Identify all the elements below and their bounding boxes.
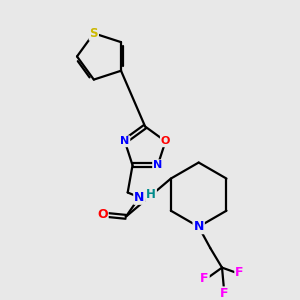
Text: H: H [146,188,156,201]
Text: N: N [194,220,204,233]
Text: N: N [134,191,145,204]
Text: O: O [161,136,170,146]
Text: F: F [235,266,244,279]
Text: N: N [120,136,129,146]
Text: F: F [200,272,209,285]
Text: O: O [97,208,108,221]
Text: N: N [153,160,162,170]
Text: S: S [90,27,98,40]
Text: F: F [220,287,228,300]
